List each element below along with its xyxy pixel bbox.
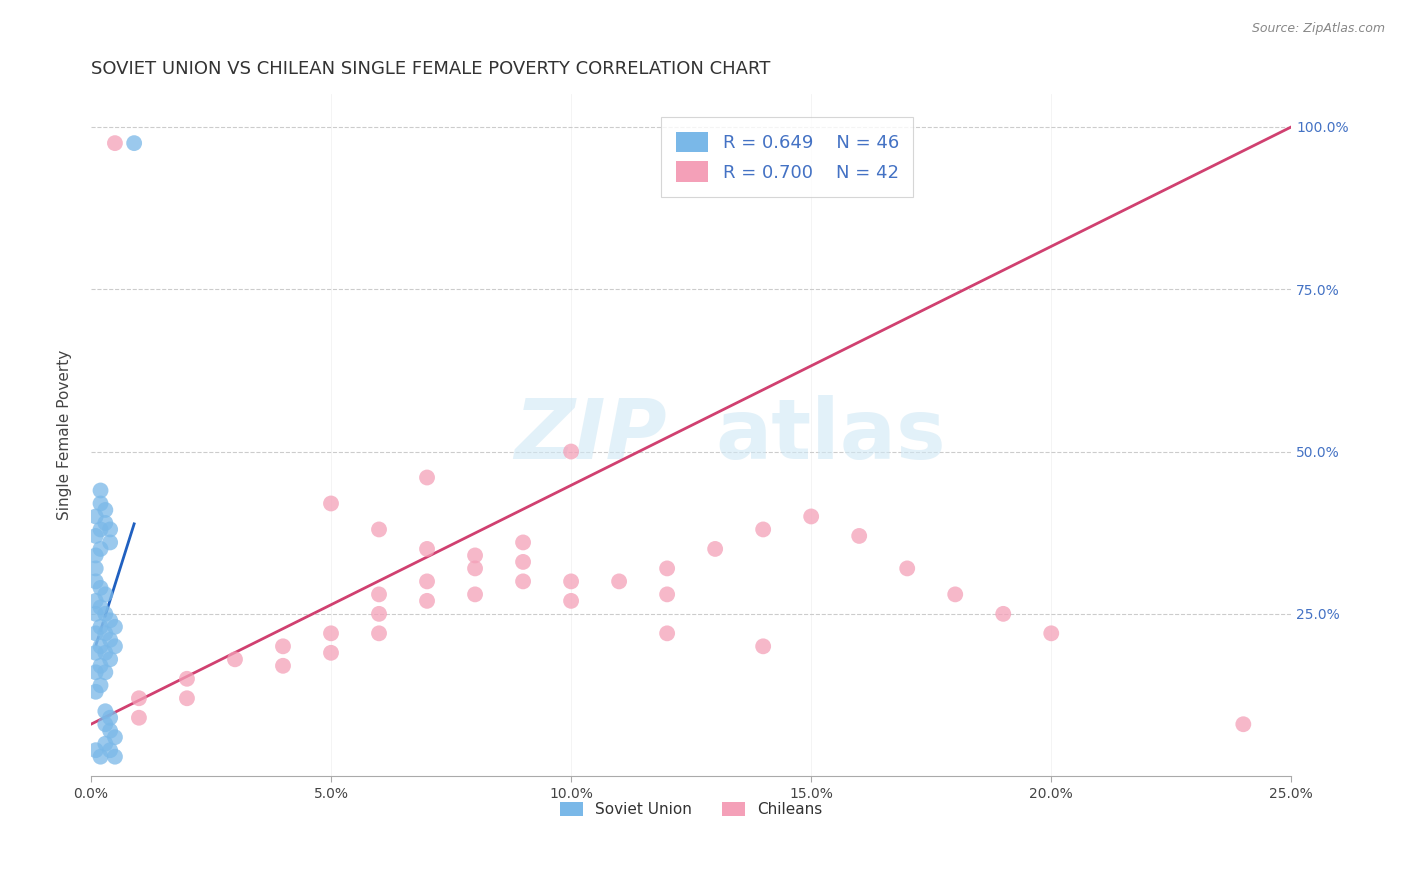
Point	[90, 749, 112, 764]
Point	[90, 496, 112, 510]
Point	[271, 640, 294, 654]
Text: atlas: atlas	[716, 395, 946, 475]
Point	[416, 574, 439, 589]
Point	[98, 723, 121, 738]
Point	[224, 652, 246, 666]
Point	[128, 711, 150, 725]
Point	[416, 594, 439, 608]
Y-axis label: Single Female Poverty: Single Female Poverty	[58, 351, 72, 520]
Point	[368, 607, 391, 621]
Point	[98, 632, 121, 647]
Point	[848, 529, 870, 543]
Point	[752, 640, 775, 654]
Point	[94, 607, 117, 621]
Point	[84, 626, 107, 640]
Point	[104, 730, 127, 744]
Point	[752, 523, 775, 537]
Text: Source: ZipAtlas.com: Source: ZipAtlas.com	[1251, 22, 1385, 36]
Point	[464, 561, 486, 575]
Point	[94, 737, 117, 751]
Point	[90, 600, 112, 615]
Point	[90, 678, 112, 692]
Point	[84, 574, 107, 589]
Point	[1232, 717, 1254, 731]
Point	[84, 529, 107, 543]
Point	[94, 587, 117, 601]
Point	[368, 626, 391, 640]
Point	[84, 607, 107, 621]
Point	[94, 503, 117, 517]
Point	[1040, 626, 1063, 640]
Point	[512, 574, 534, 589]
Point	[84, 594, 107, 608]
Point	[90, 483, 112, 498]
Text: SOVIET UNION VS CHILEAN SINGLE FEMALE POVERTY CORRELATION CHART: SOVIET UNION VS CHILEAN SINGLE FEMALE PO…	[91, 60, 770, 78]
Point	[98, 711, 121, 725]
Point	[90, 581, 112, 595]
Point	[607, 574, 630, 589]
Text: ZIP: ZIP	[515, 395, 666, 475]
Point	[122, 136, 145, 150]
Point	[464, 549, 486, 563]
Point	[84, 549, 107, 563]
Point	[94, 665, 117, 680]
Point	[84, 685, 107, 699]
Point	[84, 561, 107, 575]
Point	[319, 626, 342, 640]
Point	[655, 626, 678, 640]
Point	[98, 652, 121, 666]
Point	[98, 613, 121, 627]
Point	[416, 541, 439, 556]
Point	[800, 509, 823, 524]
Point	[368, 523, 391, 537]
Point	[512, 555, 534, 569]
Point	[94, 626, 117, 640]
Point	[84, 665, 107, 680]
Point	[368, 587, 391, 601]
Point	[104, 620, 127, 634]
Point	[319, 646, 342, 660]
Point	[464, 587, 486, 601]
Point	[84, 646, 107, 660]
Point	[84, 743, 107, 757]
Point	[104, 136, 127, 150]
Point	[94, 717, 117, 731]
Point	[94, 646, 117, 660]
Point	[560, 594, 582, 608]
Point	[90, 523, 112, 537]
Point	[943, 587, 966, 601]
Legend: Soviet Union, Chileans: Soviet Union, Chileans	[554, 796, 828, 823]
Point	[416, 470, 439, 484]
Point	[896, 561, 918, 575]
Point	[98, 535, 121, 549]
Point	[94, 704, 117, 718]
Point	[128, 691, 150, 706]
Point	[104, 749, 127, 764]
Point	[560, 574, 582, 589]
Point	[655, 561, 678, 575]
Point	[560, 444, 582, 458]
Point	[94, 516, 117, 530]
Point	[104, 640, 127, 654]
Point	[704, 541, 727, 556]
Point	[98, 523, 121, 537]
Point	[84, 509, 107, 524]
Point	[319, 496, 342, 510]
Point	[993, 607, 1015, 621]
Point	[90, 658, 112, 673]
Point	[176, 672, 198, 686]
Point	[655, 587, 678, 601]
Point	[98, 743, 121, 757]
Point	[176, 691, 198, 706]
Point	[271, 658, 294, 673]
Point	[90, 640, 112, 654]
Point	[90, 620, 112, 634]
Point	[512, 535, 534, 549]
Point	[90, 541, 112, 556]
